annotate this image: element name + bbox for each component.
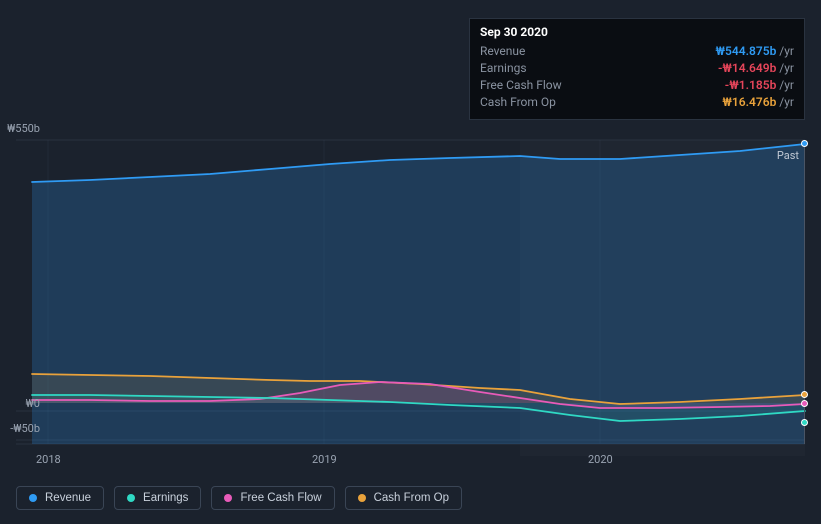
tooltip-row: Revenue ₩544.875b /yr [480,43,794,60]
y-tick-label: -₩50b [10,422,40,435]
legend-dot-icon [358,494,366,502]
tooltip-row: Earnings -₩14.649b /yr [480,60,794,77]
chart-legend: Revenue Earnings Free Cash Flow Cash From O… [16,486,462,510]
tooltip-row-label: Cash From Op [480,94,556,111]
x-tick-label: 2019 [312,453,337,466]
legend-item-earnings[interactable]: Earnings [114,486,201,510]
legend-item-cash-from-op[interactable]: Cash From Op [345,486,462,510]
y-tick-label: ₩0 [26,397,40,410]
tooltip-row-label: Revenue [480,43,525,60]
legend-dot-icon [29,494,37,502]
tooltip-row-label: Free Cash Flow [480,77,562,94]
tooltip-row-value: ₩544.875b /yr [715,43,794,60]
legend-dot-icon [224,494,232,502]
series-marker [801,140,808,147]
legend-item-revenue[interactable]: Revenue [16,486,104,510]
y-axis-labels: ₩550b ₩0 -₩50b [0,0,44,524]
legend-label: Earnings [143,492,188,504]
past-region-label: Past [777,149,799,162]
y-tick-label: ₩550b [7,122,40,135]
x-tick-label: 2018 [36,453,61,466]
legend-label: Free Cash Flow [240,492,321,504]
legend-item-free-cash-flow[interactable]: Free Cash Flow [211,486,334,510]
x-axis-labels: 2018 2019 2020 [0,453,821,469]
tooltip-date: Sep 30 2020 [480,25,794,39]
tooltip-row-value: -₩1.185b /yr [725,77,794,94]
series-marker [801,391,808,398]
chart-tooltip: Sep 30 2020 Revenue₩544.875b /yrEarnings… [469,18,805,120]
tooltip-row: Cash From Op ₩16.476b /yr [480,94,794,111]
legend-label: Cash From Op [374,492,449,504]
chart-container: { "tooltip": { "date": "Sep 30 2020", "r… [0,0,821,524]
tooltip-row: Free Cash Flow -₩1.185b /yr [480,77,794,94]
series-marker [801,419,808,426]
legend-dot-icon [127,494,135,502]
x-tick-label: 2020 [588,453,613,466]
tooltip-row-label: Earnings [480,60,527,77]
tooltip-row-value: ₩16.476b /yr [722,94,794,111]
chart-cursor-line [804,140,805,444]
tooltip-row-value: -₩14.649b /yr [718,60,794,77]
legend-label: Revenue [45,492,91,504]
series-marker [801,400,808,407]
